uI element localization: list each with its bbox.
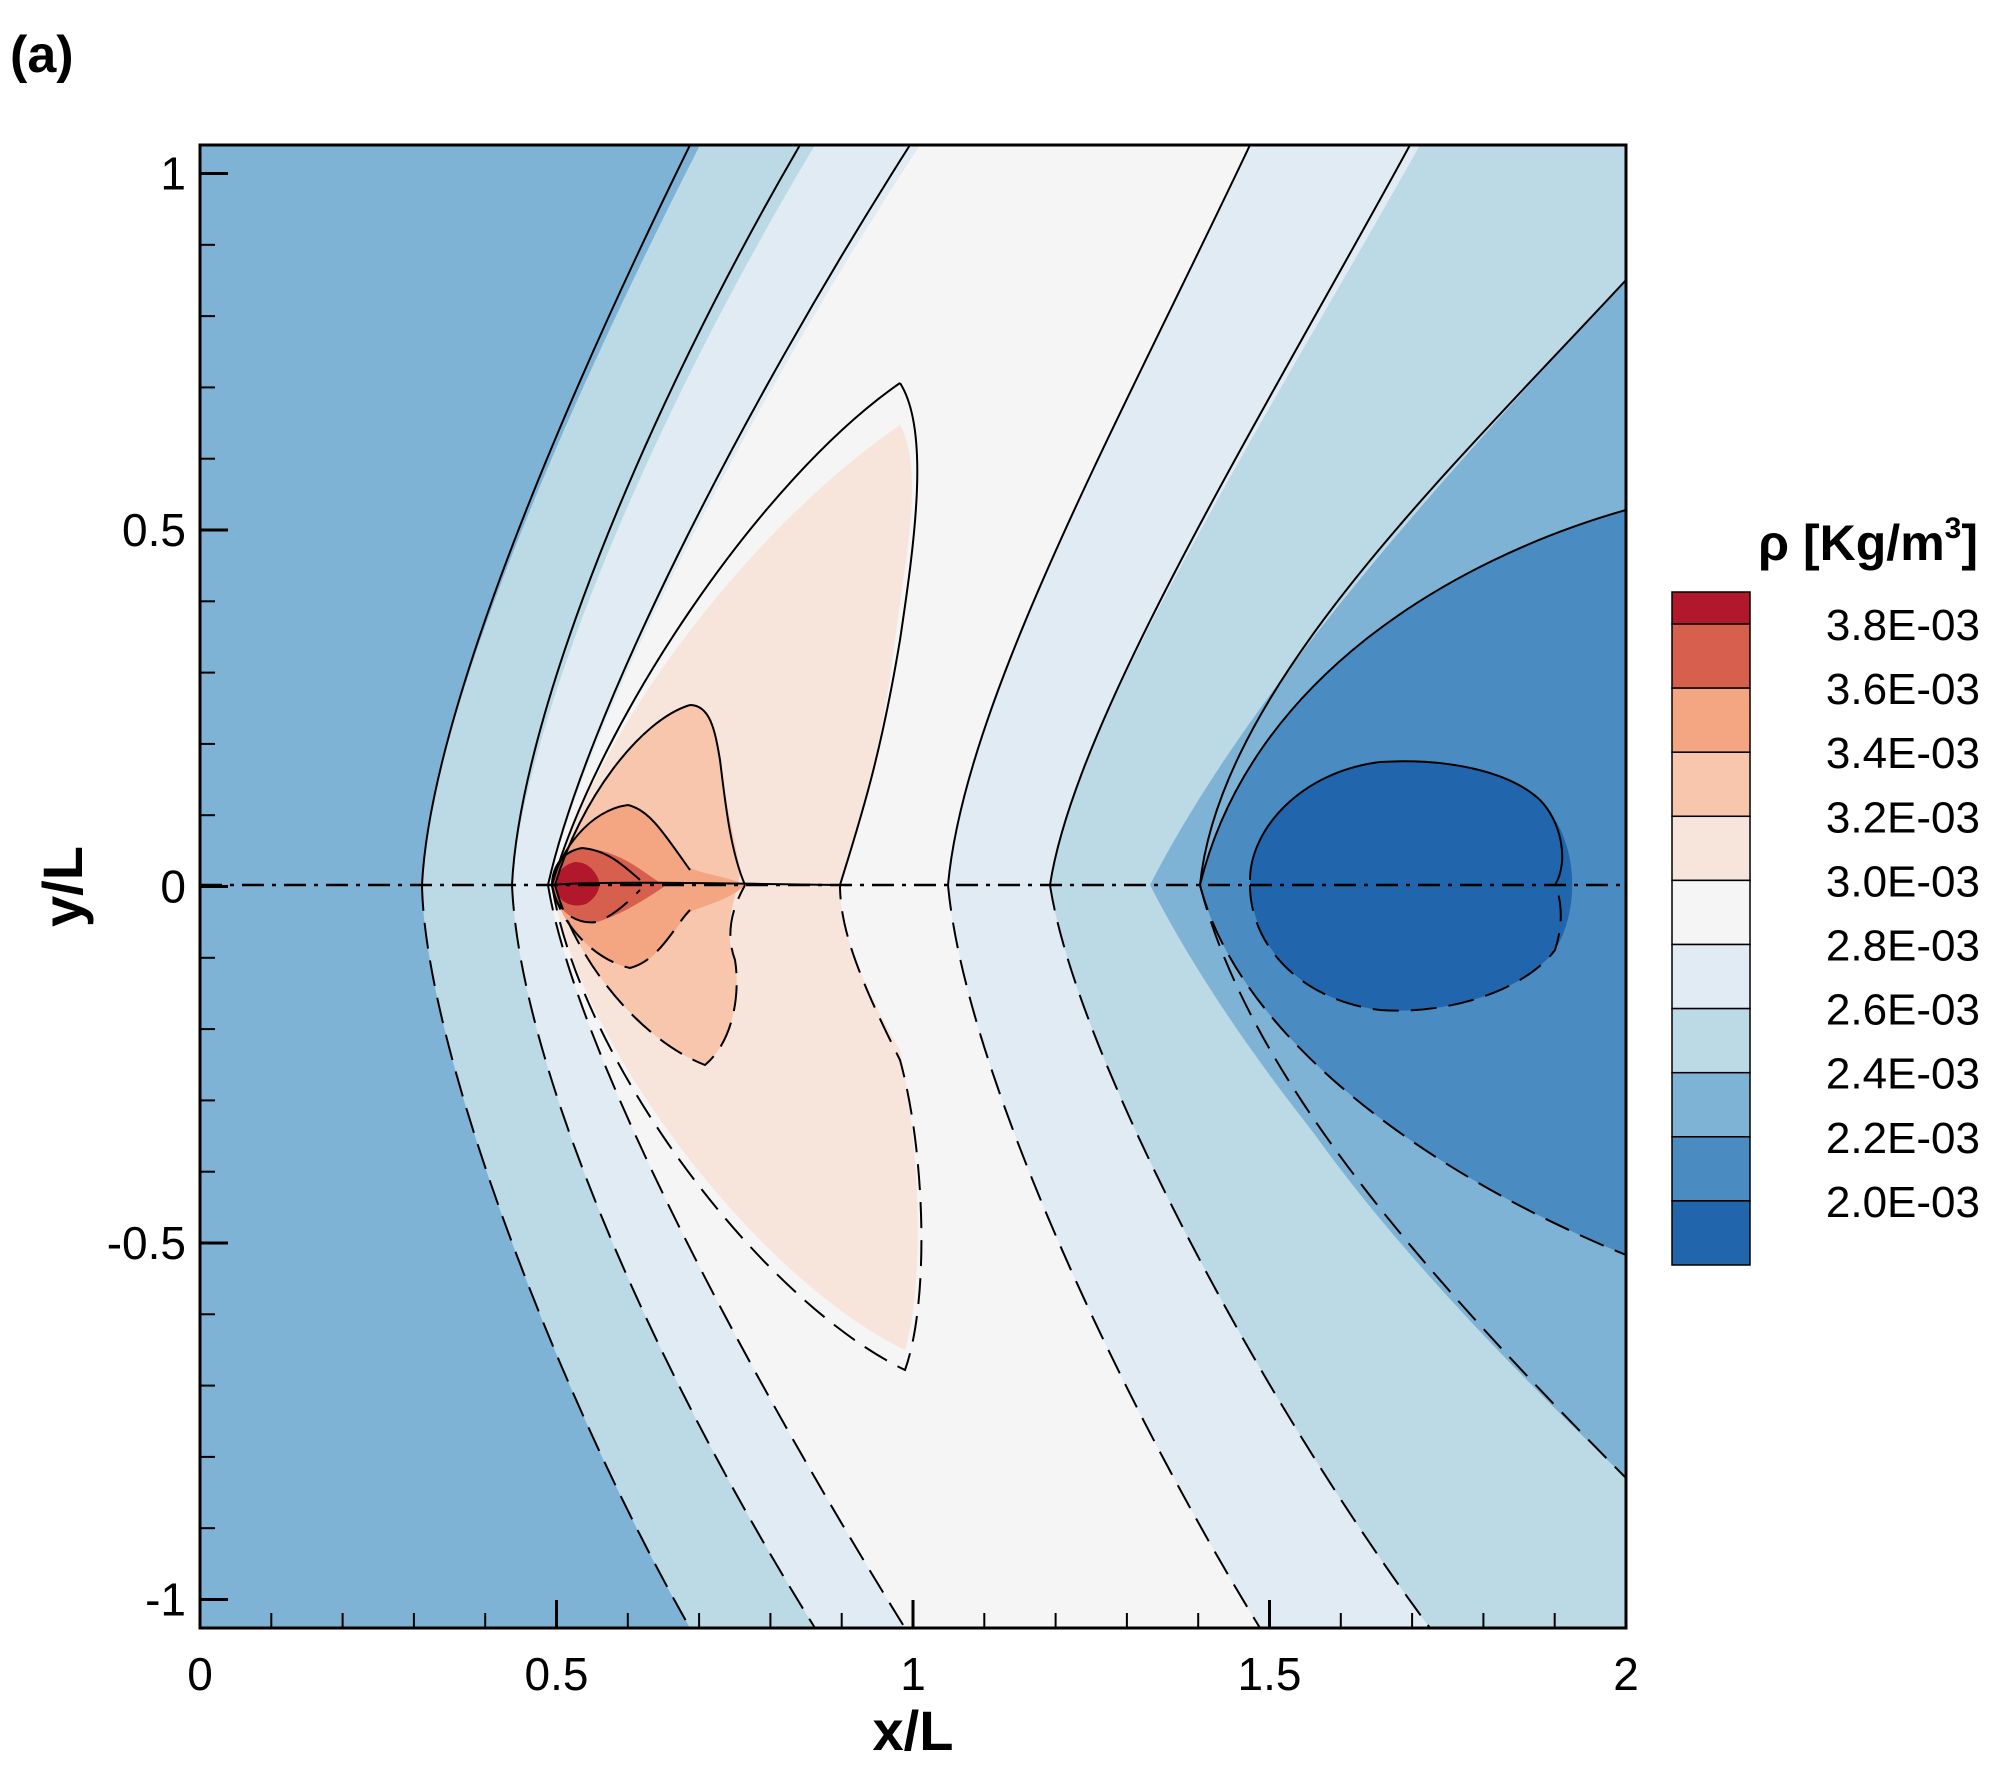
colorbar-swatch bbox=[1671, 879, 1751, 946]
x-tick-label: 0 bbox=[187, 1648, 213, 1700]
colorbar-label: 2.8E-03 bbox=[1826, 922, 1980, 971]
colorbar-swatch bbox=[1671, 1200, 1751, 1266]
band-3-0e-03 bbox=[548, 145, 1260, 1628]
x-tick-label: 1 bbox=[900, 1648, 926, 1700]
colorbar-label: 3.2E-03 bbox=[1826, 793, 1980, 842]
colorbar-title-superscript: 3 bbox=[1945, 512, 1962, 545]
contour-plot-area bbox=[200, 145, 1626, 1628]
y-tick-label: 1 bbox=[160, 148, 186, 200]
y-tick-label: -1 bbox=[145, 1573, 186, 1625]
colorbar-legend: 3.8E-03 3.6E-03 3.4E-03 3.2E-03 3.0E-03 2.8E-… bbox=[1671, 512, 1980, 1266]
colorbar-swatch bbox=[1671, 751, 1751, 818]
contour-lines-upper bbox=[421, 145, 1626, 887]
colorbar-label: 2.2E-03 bbox=[1826, 1114, 1980, 1163]
panel-label: (a) bbox=[10, 26, 74, 84]
colorbar-swatch bbox=[1671, 815, 1751, 882]
band-2-0e-03 bbox=[1250, 761, 1573, 1011]
x-axis-title: x/L bbox=[873, 1699, 954, 1762]
y-tick-label: -0.5 bbox=[107, 1217, 186, 1269]
colorbar-swatch bbox=[1671, 687, 1751, 753]
y-tick-label: 0 bbox=[160, 861, 186, 913]
colorbar-title-main: ρ [Kg/m bbox=[1758, 515, 1944, 571]
colorbar-swatch bbox=[1671, 1071, 1751, 1138]
colorbar-label: 2.4E-03 bbox=[1826, 1050, 1980, 1099]
x-tick-label: 1.5 bbox=[1238, 1648, 1302, 1700]
x-tick-label: 0.5 bbox=[525, 1648, 589, 1700]
colorbar-label: 3.8E-03 bbox=[1826, 601, 1980, 650]
axes: 0 0.5 1 1.5 2-1-0.500.51x/Ly/L bbox=[31, 143, 1639, 1762]
x-tick-label: 2 bbox=[1613, 1648, 1639, 1700]
y-axis-title: y/L bbox=[31, 846, 94, 927]
colorbar-swatch bbox=[1671, 591, 1751, 625]
colorbar-title: ρ [Kg/m3] bbox=[1758, 512, 1978, 571]
colorbar-title-end: ] bbox=[1961, 515, 1978, 571]
colorbar-label: 2.6E-03 bbox=[1826, 986, 1980, 1035]
colorbar-swatch bbox=[1671, 1007, 1751, 1074]
contour-lines-lower bbox=[421, 884, 1626, 1628]
colorbar-label: 2.0E-03 bbox=[1826, 1178, 1980, 1227]
colorbar-swatch bbox=[1671, 623, 1751, 689]
colorbar-swatch bbox=[1671, 943, 1751, 1010]
colorbar-label: 3.0E-03 bbox=[1826, 857, 1980, 906]
y-tick-label: 0.5 bbox=[122, 504, 186, 556]
colorbar-label: 3.4E-03 bbox=[1826, 729, 1980, 778]
colorbar-label: 3.6E-03 bbox=[1826, 665, 1980, 714]
colorbar-swatch bbox=[1671, 1136, 1751, 1202]
